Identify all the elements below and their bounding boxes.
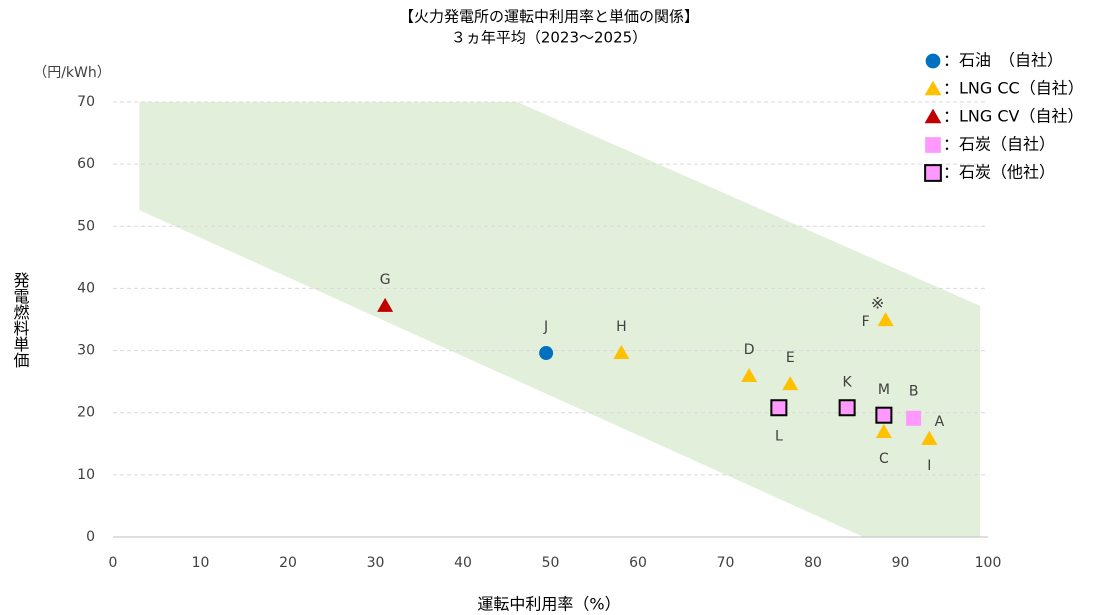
marker: [782, 376, 799, 391]
marker: [875, 423, 892, 438]
point-label: A: [935, 414, 945, 430]
y-tick-label: 50: [77, 218, 95, 234]
point-label: K: [843, 375, 853, 391]
point-label: E: [786, 350, 795, 366]
x-tick-label: 40: [454, 555, 472, 571]
chart-subtitle: ３ヵ年平均（2023～2025）: [451, 29, 647, 47]
y-tick-label: 0: [86, 529, 95, 545]
x-tick-label: 80: [804, 555, 822, 571]
y-tick-label: 30: [77, 343, 95, 359]
y-tick-label: 20: [77, 405, 95, 421]
y-axis-label: 発電燃料単価: [11, 272, 30, 368]
x-tick-label: 50: [542, 555, 560, 571]
x-tick-label: 70: [717, 555, 735, 571]
x-tick-label: 20: [279, 555, 297, 571]
legend-marker: [924, 108, 942, 124]
marker: [539, 346, 554, 361]
legend-marker: [925, 137, 941, 153]
annotation: ※: [871, 294, 884, 313]
x-tick-label: 60: [629, 555, 647, 571]
y-tick-label: 40: [77, 280, 95, 296]
point-label: I: [927, 458, 931, 474]
point-label: C: [879, 451, 889, 467]
legend-marker: [924, 164, 942, 182]
x-tick-label: 10: [192, 555, 210, 571]
point-label: J: [543, 319, 548, 335]
legend-label: ：石炭（他社）: [943, 163, 1055, 182]
legend-label: ：LNG CC（自社）: [943, 79, 1084, 98]
marker: [770, 399, 788, 417]
y-tick-label: 70: [77, 94, 95, 110]
point-label: B: [909, 383, 919, 399]
point-label: D: [744, 342, 755, 358]
marker: [613, 345, 630, 360]
marker: [377, 297, 394, 312]
marker: [838, 399, 856, 417]
marker: [906, 410, 922, 426]
x-tick-label: 100: [975, 555, 1002, 571]
point-label: G: [380, 272, 391, 288]
x-axis-label: 運転中利用率（%）: [477, 595, 620, 614]
point-label: L: [775, 429, 783, 445]
x-tick-label: 30: [367, 555, 385, 571]
marker: [921, 430, 938, 445]
marker: [877, 312, 894, 327]
x-tick-label: 0: [109, 555, 118, 571]
y-unit: （円/kWh）: [33, 65, 111, 81]
marker: [741, 368, 758, 383]
legend-label: ：LNG CV（自社）: [943, 107, 1084, 126]
legend-marker: [924, 80, 942, 96]
marker: [875, 406, 893, 424]
y-tick-label: 60: [77, 156, 95, 172]
x-tick-label: 90: [892, 555, 910, 571]
point-label: H: [616, 319, 627, 335]
legend-marker: [925, 53, 941, 69]
band: [139, 102, 981, 537]
legend-label: ：石油 （自社）: [943, 51, 1063, 70]
chart-title: 【火力発電所の運転中利用率と単価の関係】: [399, 8, 699, 26]
point-label: M: [878, 382, 890, 398]
point-label: F: [862, 314, 870, 330]
legend-label: ：石炭（自社）: [943, 135, 1055, 154]
y-tick-label: 10: [77, 467, 95, 483]
